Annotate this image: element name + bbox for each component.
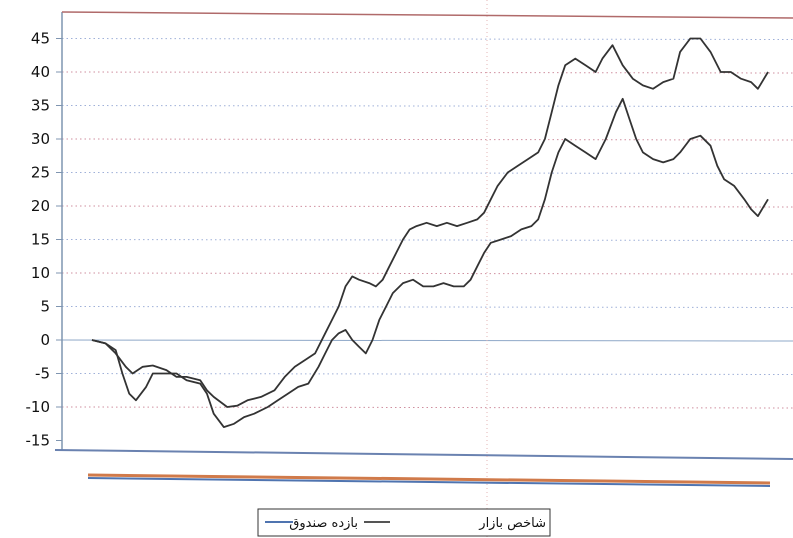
y-tick-label: 15 — [31, 231, 50, 249]
y-tick-label: 10 — [31, 264, 50, 282]
legend-box — [257, 508, 551, 537]
legend: بازده صندوق شاخص بازار — [257, 508, 551, 537]
grid-line — [61, 38, 793, 40]
y-tick-label: 30 — [31, 130, 50, 148]
legend-label-fund: بازده صندوق — [289, 516, 358, 531]
scrollbar-line-a — [87, 473, 771, 485]
grid-line — [61, 272, 793, 275]
grid-line — [61, 339, 793, 342]
y-tick-label: 0 — [40, 331, 50, 349]
y-tick-label: 40 — [31, 63, 50, 81]
grid-lines — [61, 38, 793, 409]
y-tick-label: 25 — [31, 164, 50, 182]
plot-top-border — [61, 11, 793, 19]
plot-bottom-border — [54, 449, 793, 460]
grid-line — [61, 306, 793, 308]
series-line-market-index — [91, 97, 769, 429]
series-line-fund-return — [91, 37, 769, 408]
y-tick-labels: 45 40 35 30 25 20 15 10 5 0 -5 -10 -15 — [26, 30, 62, 450]
plot-background — [62, 12, 793, 450]
grid-line — [61, 373, 793, 375]
grid-line — [61, 406, 793, 409]
y-tick-label: 35 — [31, 97, 50, 115]
legend-label-market: شاخص بازار — [478, 516, 546, 531]
y-tick-label: -5 — [35, 365, 50, 383]
y-tick-label: 45 — [31, 30, 50, 48]
grid-line — [61, 239, 793, 241]
grid-line — [61, 105, 793, 107]
grid-line — [61, 205, 793, 208]
grid-line — [61, 71, 793, 74]
scrollbar-line-b — [87, 477, 771, 487]
grid-line — [61, 172, 793, 174]
y-tick-label: 20 — [31, 197, 50, 215]
y-tick-label: 5 — [40, 298, 50, 316]
series-lines — [91, 37, 769, 429]
y-tick-label: -15 — [26, 432, 51, 450]
grid-line — [61, 138, 793, 141]
y-tick-label: -10 — [26, 398, 51, 416]
